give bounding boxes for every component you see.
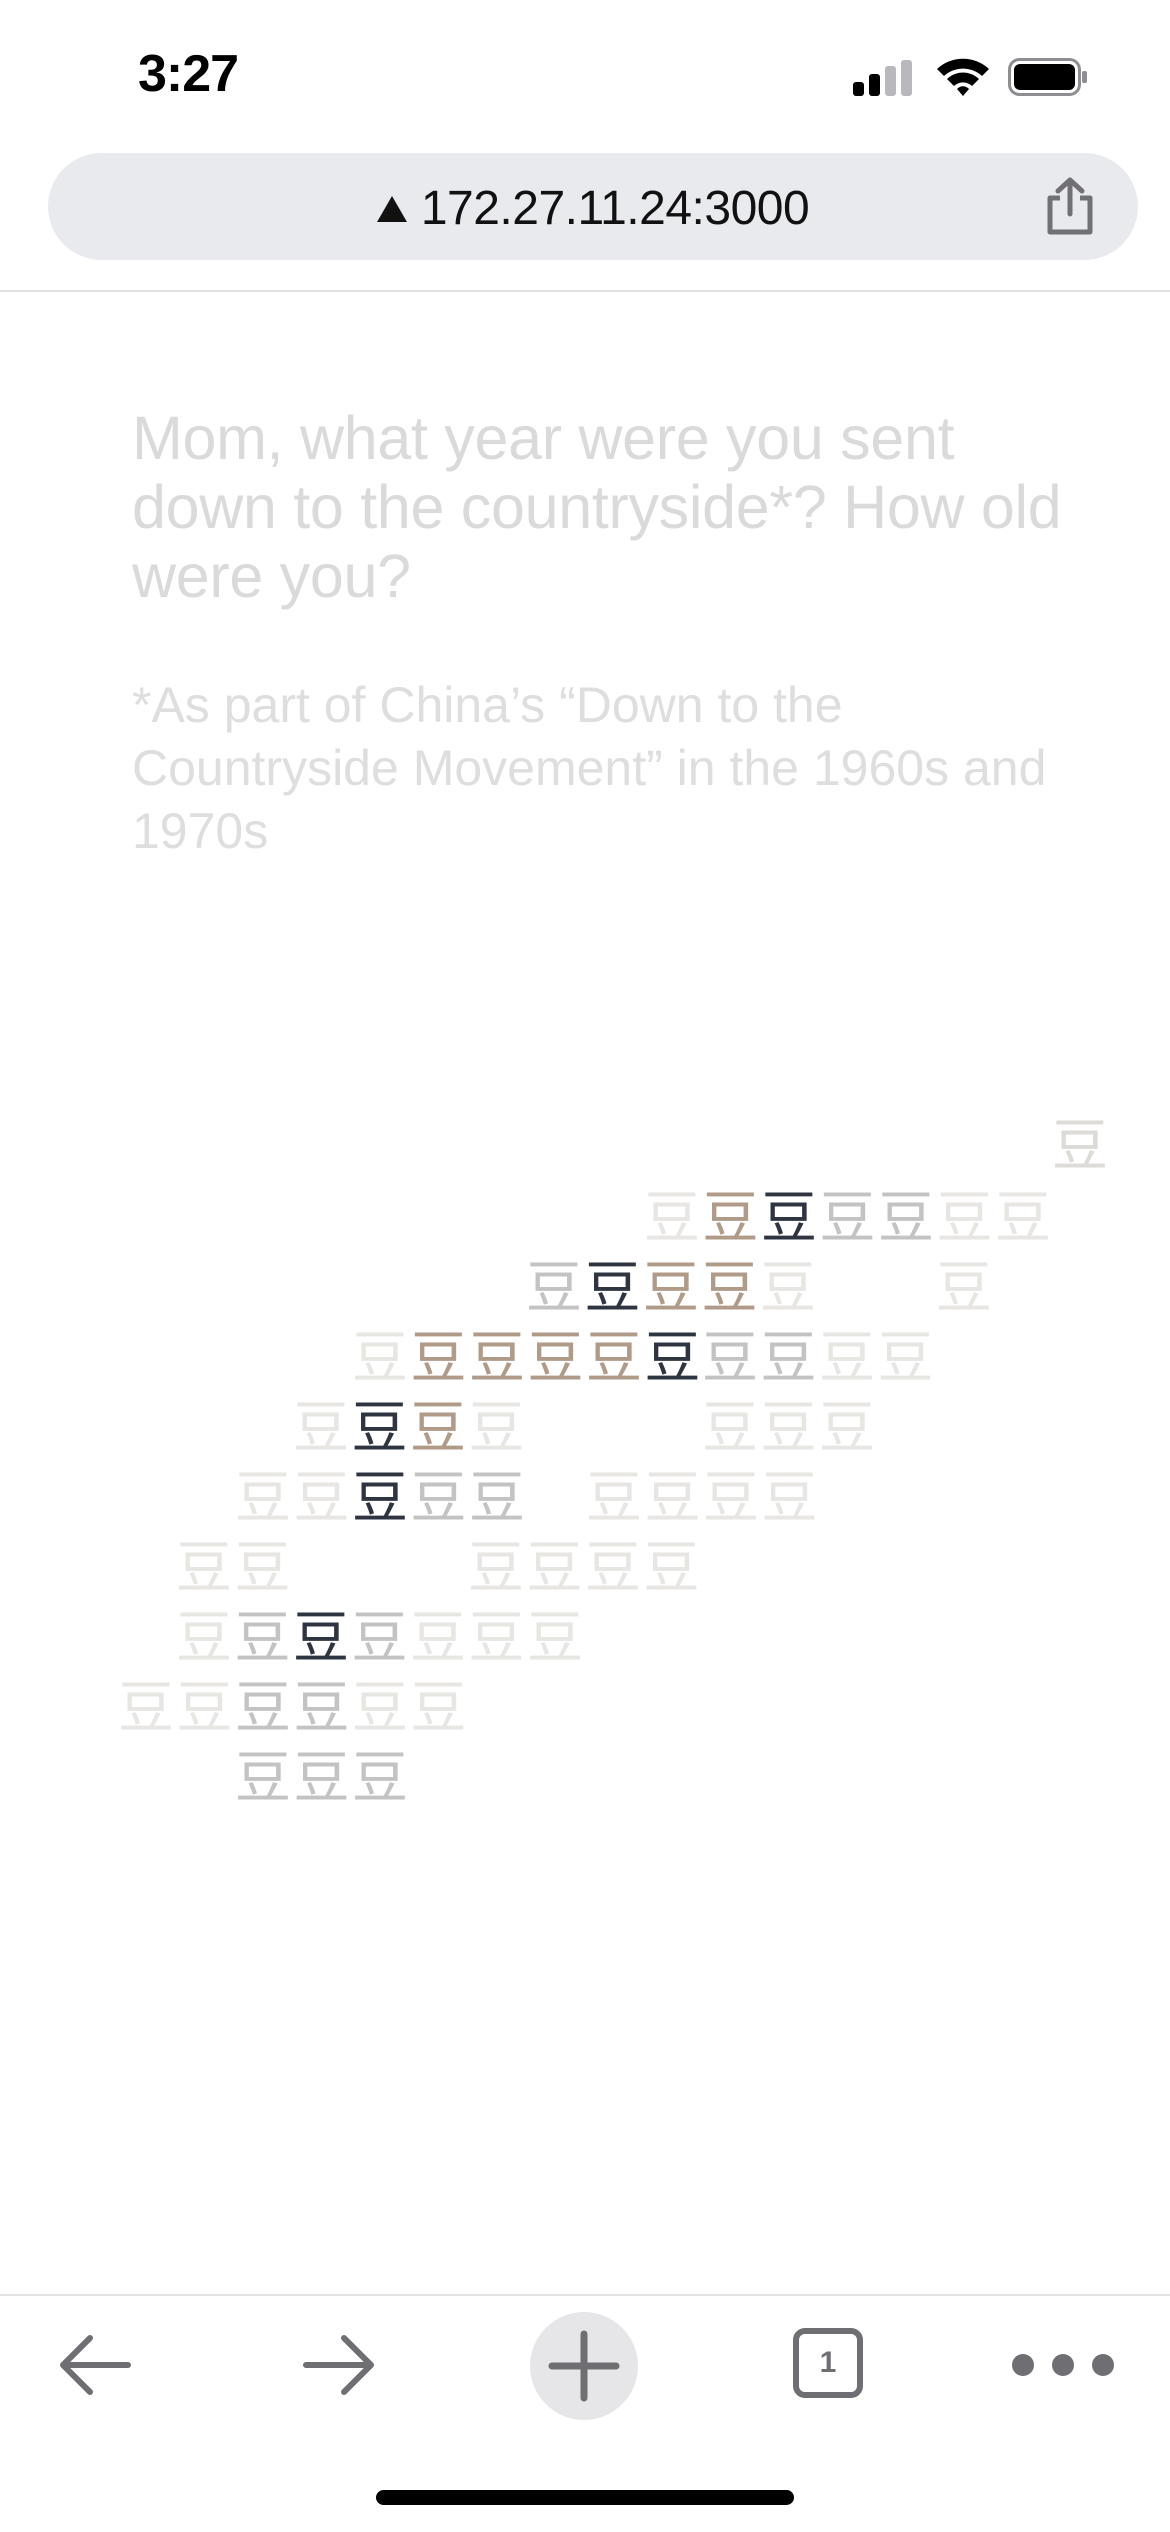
bean-glyph: 豆: [526, 1256, 582, 1321]
bean-glyph: 豆: [878, 1186, 934, 1251]
arrow-right-icon[interactable]: [302, 2330, 376, 2400]
bean-glyph: 豆: [410, 1396, 466, 1461]
bean-glyph: 豆: [352, 1606, 408, 1671]
bean-glyph: 豆: [410, 1606, 466, 1671]
bean-glyph: 豆: [294, 1466, 350, 1531]
plus-icon: [548, 2330, 620, 2402]
wifi-icon: [937, 58, 989, 96]
bean-glyph: 豆: [293, 1396, 349, 1461]
bean-glyph-visualization: 豆豆豆豆豆豆豆豆豆豆豆豆豆豆豆豆豆豆豆豆豆豆豆豆豆豆豆豆豆豆豆豆豆豆豆豆豆豆豆豆…: [118, 1120, 1108, 1811]
footnote-text: *As part of China’s “Down to the Country…: [132, 677, 1047, 859]
bean-glyph: 豆: [294, 1676, 350, 1741]
bean-glyph: 豆: [235, 1536, 291, 1601]
bean-glyph: 豆: [468, 1536, 524, 1601]
bean-glyph: 豆: [761, 1326, 817, 1391]
bean-glyph: 豆: [760, 1256, 816, 1321]
bean-glyph: 豆: [469, 1396, 525, 1461]
bean-glyph: 豆: [352, 1396, 408, 1461]
bean-glyph: 豆: [819, 1396, 875, 1461]
bean-glyph: 豆: [937, 1186, 993, 1251]
bean-glyph: 豆: [586, 1326, 642, 1391]
bean-glyph: 豆: [820, 1186, 876, 1251]
bean-glyph: 豆: [176, 1606, 232, 1671]
status-bar: 3:27: [0, 0, 1170, 150]
bean-glyph: 豆: [645, 1326, 701, 1391]
cellular-signal-icon: [853, 60, 913, 96]
bean-glyph: 豆: [176, 1536, 232, 1601]
bean-glyph: 豆: [936, 1256, 992, 1321]
bean-glyph: 豆: [411, 1466, 467, 1531]
ellipsis-icon[interactable]: [1008, 2348, 1118, 2382]
bean-glyph: 豆: [643, 1256, 699, 1321]
bean-glyph: 豆: [762, 1466, 818, 1531]
bean-glyph: 豆: [352, 1676, 408, 1741]
bean-glyph: 豆: [293, 1606, 349, 1671]
home-indicator: [376, 2490, 794, 2505]
bean-glyph: 豆: [528, 1326, 584, 1391]
share-icon[interactable]: [1044, 176, 1096, 236]
bean-glyph: 豆: [469, 1466, 525, 1531]
new-tab-button[interactable]: [530, 2312, 638, 2420]
browser-toolbar: 1: [0, 2300, 1170, 2430]
bean-glyph: 豆: [1052, 1120, 1108, 1179]
url-display[interactable]: 172.27.11.24:3000: [48, 181, 1138, 236]
bean-glyph: 豆: [703, 1186, 759, 1251]
bean-glyph: 豆: [294, 1746, 350, 1811]
bean-glyph: 豆: [118, 1676, 174, 1741]
bean-glyph: 豆: [352, 1466, 408, 1531]
bean-glyph: 豆: [235, 1676, 291, 1741]
bean-glyph: 豆: [702, 1326, 758, 1391]
top-divider: [0, 290, 1170, 292]
bean-glyph: 豆: [761, 1186, 817, 1251]
bean-glyph: 豆: [235, 1746, 291, 1811]
bean-glyph: 豆: [352, 1326, 408, 1391]
bean-glyph: 豆: [644, 1536, 700, 1601]
address-bar[interactable]: 172.27.11.24:3000: [48, 153, 1138, 260]
bean-glyph: 豆: [702, 1256, 758, 1321]
battery-icon: [1008, 58, 1087, 96]
bean-glyph: 豆: [995, 1186, 1051, 1251]
bean-glyph: 豆: [702, 1396, 758, 1461]
bean-glyph: 豆: [469, 1326, 525, 1391]
bean-glyph: 豆: [527, 1536, 583, 1601]
bean-glyph: 豆: [761, 1396, 817, 1461]
bean-glyph: 豆: [527, 1606, 583, 1671]
bean-glyph: 豆: [235, 1606, 291, 1671]
bean-glyph: 豆: [469, 1606, 525, 1671]
tab-count-button[interactable]: 1: [793, 2328, 863, 2398]
bean-glyph: 豆: [878, 1326, 934, 1391]
bean-glyph: 豆: [819, 1326, 875, 1391]
question-text: Mom, what year were you sent down to the…: [132, 404, 1062, 610]
warning-triangle-icon: [376, 196, 407, 222]
status-time: 3:27: [138, 45, 239, 103]
bottom-divider: [0, 2294, 1170, 2296]
bean-glyph: 豆: [411, 1326, 467, 1391]
arrow-left-icon[interactable]: [58, 2330, 132, 2400]
bean-glyph: 豆: [352, 1746, 408, 1811]
bean-glyph: 豆: [235, 1466, 291, 1531]
bean-glyph: 豆: [585, 1256, 641, 1321]
bean-glyph: 豆: [585, 1536, 641, 1601]
bean-glyph: 豆: [645, 1466, 701, 1531]
url-text: 172.27.11.24:3000: [420, 182, 810, 235]
bean-glyph: 豆: [586, 1466, 642, 1531]
bean-glyph: 豆: [644, 1186, 700, 1251]
bean-glyph: 豆: [411, 1676, 467, 1741]
bean-glyph: 豆: [703, 1466, 759, 1531]
bean-glyph: 豆: [177, 1676, 233, 1741]
